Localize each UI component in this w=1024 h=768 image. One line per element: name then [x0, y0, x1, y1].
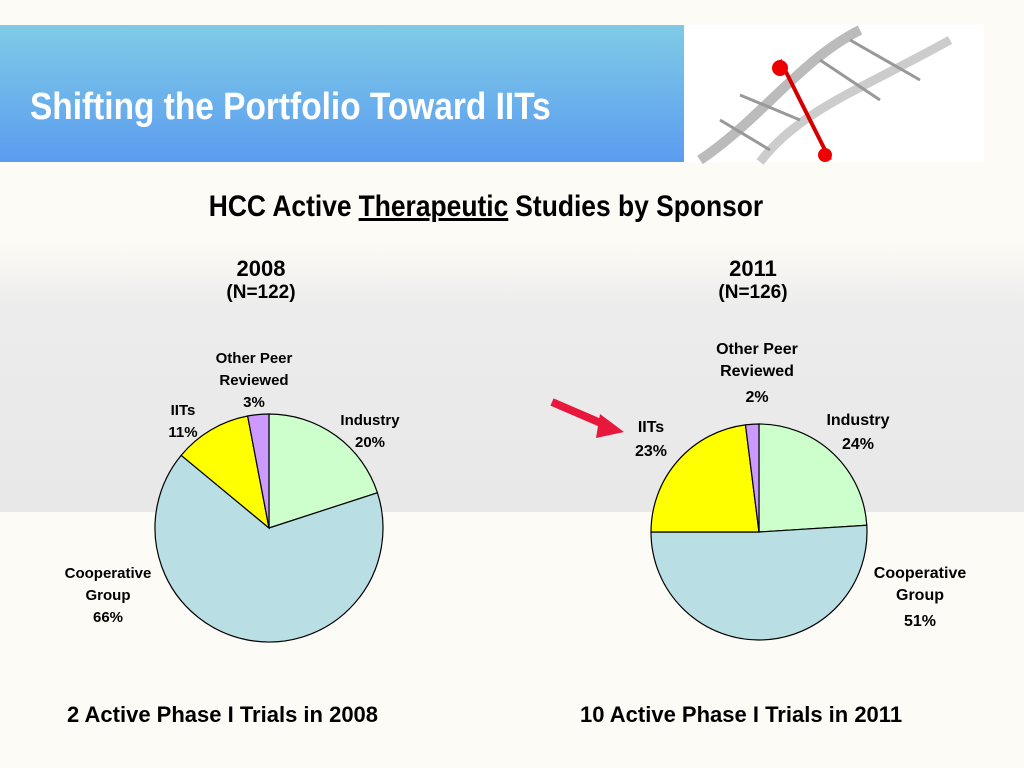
slice-percent: 23% [634, 443, 668, 460]
slice-percent: 24% [841, 436, 875, 453]
slice-label: Cooperative Group [64, 565, 152, 604]
subtitle-part: HCC Active [208, 190, 352, 223]
slice-label: Industry [826, 412, 890, 429]
pie-slice [268, 413, 379, 529]
subtitle: HCC Active Therapeutic Studies by Sponsor [58, 190, 913, 224]
slice-percent: 20% [354, 434, 386, 451]
pie-slice [180, 415, 270, 530]
caption: 10 Active Phase I Trials in 2011 [580, 702, 903, 727]
pie-slice [744, 423, 760, 533]
slice-percent: 2% [745, 389, 769, 406]
background-band [0, 240, 1024, 512]
slice-percent: 3% [243, 394, 265, 411]
slice-percent: 66% [92, 609, 124, 626]
subtitle-part: Therapeutic [358, 190, 509, 223]
subtitle-part: Studies by Sponsor [515, 190, 764, 223]
slice-label: Cooperative Group [873, 565, 967, 604]
pie-slice [154, 454, 384, 643]
pie-title: 2008 [236, 256, 286, 281]
slice-label: Other Peer Reviewed [716, 341, 798, 380]
dna-image [684, 25, 984, 165]
slice-label: IITs [170, 402, 196, 419]
slice-percent: 51% [903, 613, 937, 630]
slice-percent: 11% [168, 424, 198, 441]
slice-label: IITs [637, 419, 665, 436]
pie-subtitle: (N=122) [226, 282, 296, 303]
pie-slice [246, 413, 270, 529]
arrow-head [596, 414, 624, 438]
caption: 2 Active Phase I Trials in 2008 [67, 702, 379, 727]
slice-label: Industry [340, 412, 400, 429]
pie-title: 2011 [729, 256, 777, 281]
pie-slice [650, 524, 868, 641]
slice-label: Other Peer Reviewed [215, 350, 293, 389]
pie-subtitle: (N=126) [718, 282, 788, 303]
slide-title: Shifting the Portfolio Toward IITs [30, 86, 551, 128]
pie-slice [758, 423, 868, 533]
pie-slice [650, 424, 760, 533]
